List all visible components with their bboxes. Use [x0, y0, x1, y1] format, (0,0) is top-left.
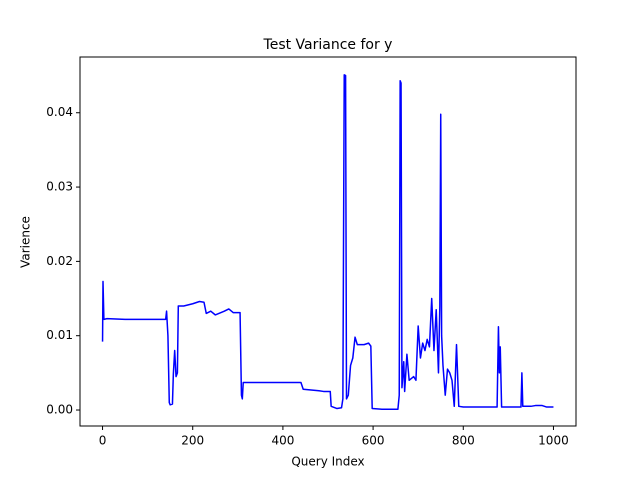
plot-frame	[79, 56, 577, 427]
y-tick-label: 0.04	[46, 105, 73, 119]
y-tick-label: 0.03	[46, 180, 73, 194]
x-tick-label: 0	[99, 434, 107, 448]
y-tick-label: 0.02	[46, 254, 73, 268]
y-tick-label: 0.00	[46, 403, 73, 417]
x-tick-label: 200	[181, 434, 204, 448]
y-tick-label: 0.01	[46, 328, 73, 342]
x-axis-label: Query Index	[291, 455, 364, 469]
x-tick-label: 400	[271, 434, 294, 448]
chart-title: Test Variance for y	[263, 37, 393, 53]
data-line	[101, 74, 554, 411]
x-tick-label: 600	[362, 434, 385, 448]
x-tick-label: 1000	[538, 434, 569, 448]
x-tick-label: 800	[452, 434, 475, 448]
y-axis-label: Varience	[19, 216, 33, 268]
